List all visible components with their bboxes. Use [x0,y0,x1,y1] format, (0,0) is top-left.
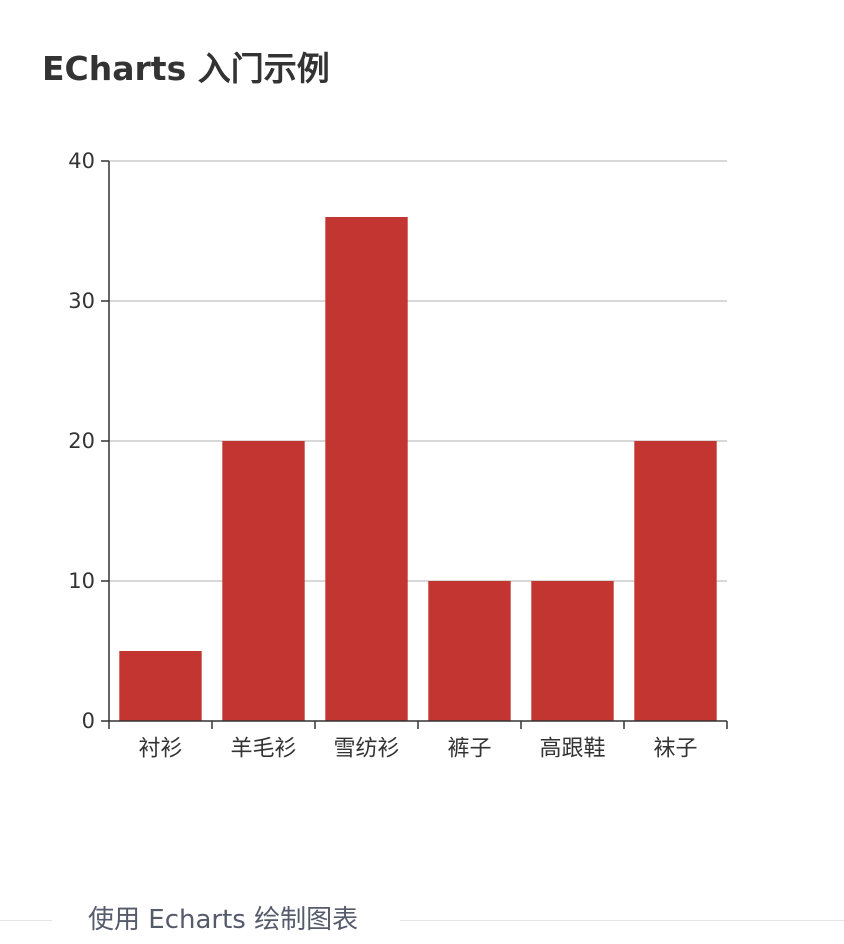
y-tick-label-0: 0 [82,709,95,733]
x-tick-label-1: 羊毛衫 [230,737,296,762]
footer-text: 使用 Echarts 绘制图表 [88,905,359,935]
x-tick-label-3: 裤子 [447,737,491,762]
footer: 使用 Echarts 绘制图表 [0,898,844,944]
y-tick-label-2: 20 [68,429,95,453]
y-tick-label-3: 30 [68,289,95,313]
x-tick-label-5: 袜子 [653,737,697,762]
x-tick-label-4: 高跟鞋 [539,737,605,762]
x-tick-label-0: 衬衫 [138,737,182,762]
y-tick-label-1: 10 [68,569,95,593]
bar-4 [531,581,614,721]
x-tick-label-2: 雪纺衫 [333,737,399,762]
bar-1 [222,441,305,721]
footer-divider-left [0,920,52,921]
footer-divider-right [400,920,844,921]
bar-0 [119,651,202,721]
page-title: ECharts 入门示例 [42,49,330,88]
y-tick-label-4: 40 [68,149,95,173]
bar-3 [428,581,511,721]
bar-5 [634,441,717,721]
bar-chart: 0 10 20 30 40 衬衫 羊毛衫 雪纺衫 裤子 高跟鞋 袜子 [68,149,728,762]
tick-labels: 0 10 20 30 40 衬衫 羊毛衫 雪纺衫 裤子 高跟鞋 袜子 [68,149,697,762]
grid-lines [109,160,727,582]
axes [101,160,728,729]
bars [119,217,717,721]
bar-2 [325,217,408,721]
